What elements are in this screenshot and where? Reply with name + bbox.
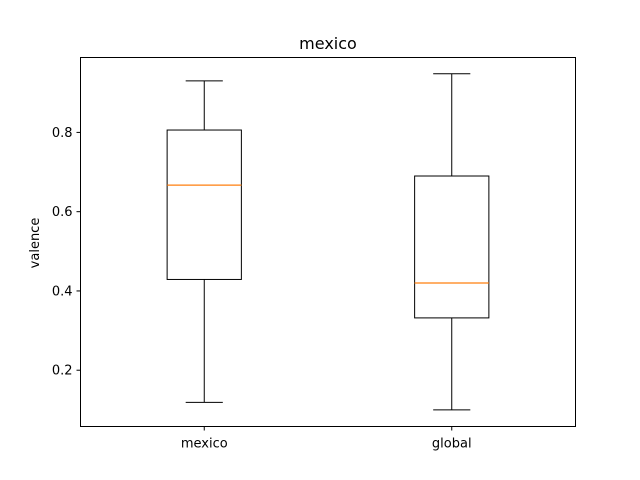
y-tick-label: 0.2 — [52, 364, 73, 379]
chart-title: mexico — [299, 34, 357, 53]
y-tick-label: 0.8 — [52, 126, 73, 141]
box-global — [414, 175, 490, 319]
plot-area: 0.2 0.4 0.6 0.8 mexico global — [52, 73, 490, 452]
axes-frame — [80, 57, 576, 427]
box-mexico — [166, 129, 242, 280]
x-tick-label: mexico — [181, 437, 228, 452]
x-tick-label: global — [432, 437, 472, 452]
y-tick-label: 0.6 — [52, 205, 73, 220]
y-tick-label: 0.4 — [52, 284, 73, 299]
y-axis-label: valence — [28, 218, 43, 269]
